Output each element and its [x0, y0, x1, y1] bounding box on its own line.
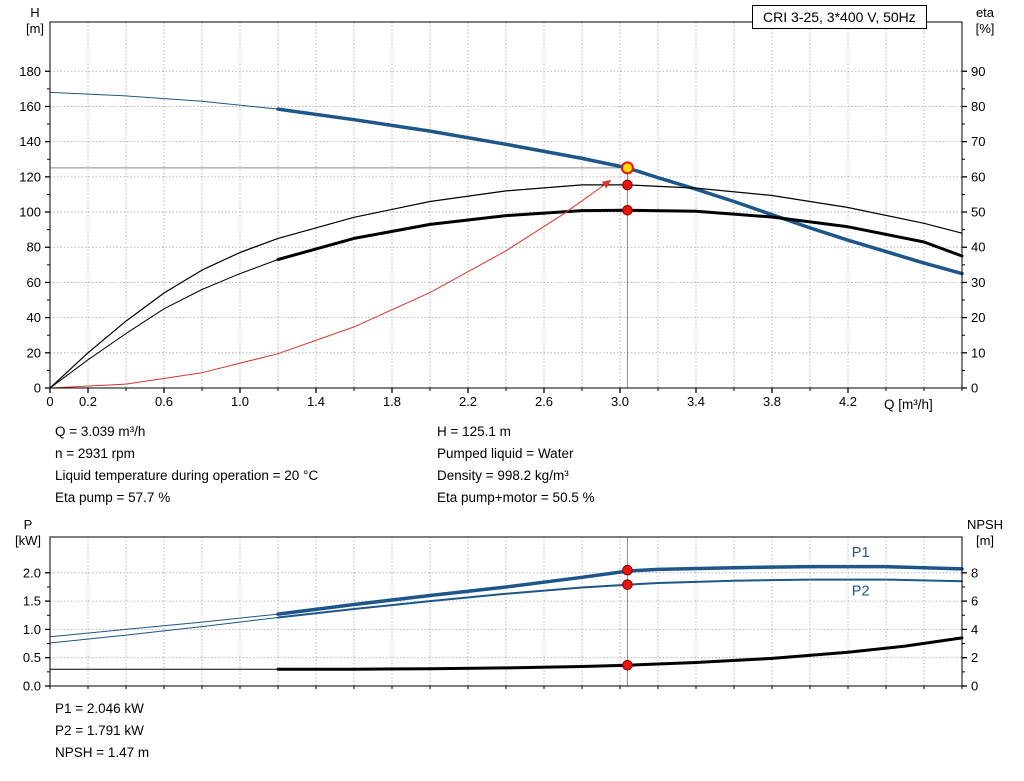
y-tick-label: 30	[971, 275, 985, 290]
y-tick-label: 40	[27, 310, 41, 325]
y-tick-label: 1.0	[23, 622, 41, 637]
info-line-head: H = 125.1 m	[437, 424, 511, 439]
p-axis-unit-label: P [kW]	[15, 517, 41, 548]
info-line-flow: Q = 3.039 m³/h	[55, 424, 146, 439]
series-hq	[276, 107, 964, 276]
duty-info-right: H = 125.1 m Pumped liquid = Water Densit…	[437, 421, 595, 509]
y-tick-label: 140	[19, 134, 41, 149]
y-tick-label: 0	[971, 381, 978, 396]
duty-info-left: Q = 3.039 m³/h n = 2931 rpm Liquid tempe…	[55, 421, 318, 509]
h-axis-unit-label: H [m]	[25, 5, 45, 36]
x-tick-label: 1.4	[307, 394, 325, 409]
y-tick-label: 50	[971, 205, 985, 220]
q-axis-label: Q [m³/h]	[884, 397, 933, 412]
series-p2-thin	[49, 617, 279, 644]
x-tick-label: 4.2	[839, 394, 857, 409]
y-tick-label: 100	[19, 205, 41, 220]
y-tick-label: 1.5	[23, 594, 41, 609]
series-p1-thin	[49, 613, 279, 638]
y-tick-label: 0.0	[23, 679, 41, 694]
operating-point-marker	[622, 564, 633, 576]
x-tick-label: 2.2	[459, 394, 477, 409]
y-tick-label: 10	[971, 345, 985, 360]
info-line-pumped-liquid: Pumped liquid = Water	[437, 446, 574, 461]
series-system-curve	[49, 179, 612, 389]
series-eta-pump-motor	[276, 208, 964, 261]
y-tick-label: 4	[971, 622, 978, 637]
series-hq-thin	[49, 91, 279, 110]
x-tick-label: 3.4	[687, 394, 705, 409]
curve-label-p2: P2	[852, 583, 870, 599]
operating-point-marker	[622, 659, 633, 671]
info-line-liquid-temp: Liquid temperature during operation = 20…	[55, 468, 319, 483]
operating-point-marker	[622, 204, 633, 216]
x-tick-label: 3.0	[611, 394, 629, 409]
y-tick-label: 90	[971, 64, 985, 79]
eta-axis-unit-label: eta [%]	[975, 5, 995, 36]
x-tick-label: 0	[46, 394, 53, 409]
x-tick-label: 0.2	[79, 394, 97, 409]
y-tick-label: 20	[971, 310, 985, 325]
operating-point-marker	[622, 179, 633, 191]
y-tick-label: 0	[34, 381, 41, 396]
info-line-speed: n = 2931 rpm	[55, 446, 135, 461]
y-tick-label: 160	[19, 99, 41, 114]
y-tick-label: 60	[27, 275, 41, 290]
pump-title-box: CRI 3-25, 3*400 V, 50Hz	[752, 5, 927, 29]
y-tick-label: 40	[971, 240, 985, 255]
y-tick-label: 6	[971, 594, 978, 609]
info-line-eta-pump: Eta pump = 57.7 %	[55, 490, 171, 505]
operating-point-marker	[622, 579, 633, 590]
y-tick-label: 180	[19, 64, 41, 79]
info-line-p1: P1 = 2.046 kW	[55, 701, 144, 716]
y-tick-label: 120	[19, 169, 41, 184]
x-tick-label: 3.8	[763, 394, 781, 409]
x-tick-label: 1.0	[231, 394, 249, 409]
y-tick-label: 8	[971, 565, 978, 580]
x-tick-label: 1.8	[383, 394, 401, 409]
info-line-npsh: NPSH = 1.47 m	[55, 745, 150, 760]
duty-point-marker	[620, 161, 634, 175]
y-tick-label: 80	[27, 240, 41, 255]
x-tick-label: 0.6	[155, 394, 173, 409]
y-tick-label: 0.5	[23, 650, 41, 665]
info-line-density: Density = 998.2 kg/m³	[437, 468, 569, 483]
y-tick-label: 0	[971, 679, 978, 694]
y-tick-label: 20	[27, 345, 41, 360]
y-tick-label: 70	[971, 134, 985, 149]
info-line-eta-pump-motor: Eta pump+motor = 50.5 %	[437, 490, 595, 505]
npsh-axis-unit-label: NPSH [m]	[966, 517, 1004, 548]
series-eta-pump-motor-thin	[49, 259, 279, 389]
curve-label-p1: P1	[852, 545, 870, 561]
power-npsh-chart: 0.0 0.5 1.0 1.5 2.0 0 2 4 6 8 P1 P2	[23, 536, 978, 694]
y-tick-label: 80	[971, 99, 985, 114]
power-info: P1 = 2.046 kW P2 = 1.791 kW NPSH = 1.47 …	[55, 698, 149, 764]
x-tick-label: 2.6	[535, 394, 553, 409]
hq-eta-chart: 0 0.2 0.6 1.0 1.4 1.8 2.2 2.6 3.0 3.4 3.8 4.2 0 20 40 6…	[19, 21, 985, 409]
y-tick-label: 2.0	[23, 565, 41, 580]
info-line-p2: P2 = 1.791 kW	[55, 723, 144, 738]
series-eta-pump	[49, 184, 963, 389]
y-tick-label: 60	[971, 169, 985, 184]
y-tick-label: 2	[971, 650, 978, 665]
